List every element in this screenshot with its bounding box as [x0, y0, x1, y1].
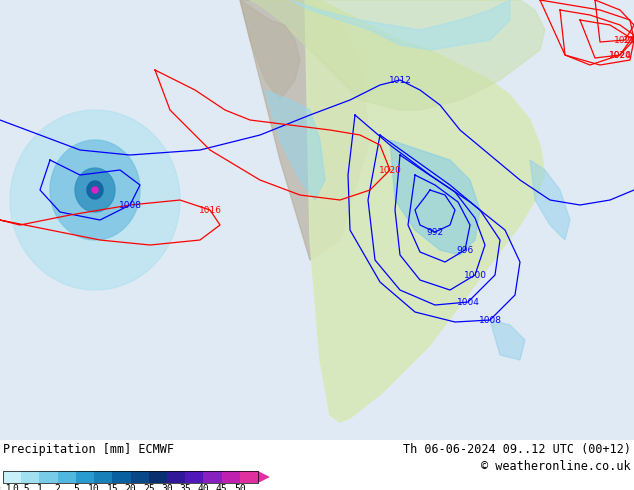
Polygon shape — [250, 0, 545, 110]
Text: 1028: 1028 — [614, 35, 634, 45]
Polygon shape — [390, 140, 480, 255]
Bar — [3, 471, 258, 483]
Text: 996: 996 — [456, 245, 474, 254]
Bar — [3, 471, 21, 483]
Text: 0.1: 0.1 — [0, 484, 12, 490]
Bar — [94, 471, 112, 483]
Bar — [39, 471, 58, 483]
Text: 1012: 1012 — [389, 75, 411, 84]
Text: 1008: 1008 — [479, 316, 501, 324]
Text: 50: 50 — [234, 484, 245, 490]
Polygon shape — [258, 471, 270, 483]
Polygon shape — [10, 110, 180, 290]
Bar — [131, 471, 149, 483]
Text: 5: 5 — [73, 484, 79, 490]
Polygon shape — [240, 0, 300, 100]
Polygon shape — [92, 187, 98, 193]
Polygon shape — [305, 0, 545, 422]
Text: © weatheronline.co.uk: © weatheronline.co.uk — [481, 460, 631, 473]
Bar — [58, 471, 76, 483]
Text: 1004: 1004 — [456, 297, 479, 307]
Polygon shape — [490, 320, 525, 360]
Text: Precipitation [mm] ECMWF: Precipitation [mm] ECMWF — [3, 443, 174, 456]
Text: 30: 30 — [161, 484, 173, 490]
Polygon shape — [530, 160, 570, 240]
Text: Th 06-06-2024 09..12 UTC (00+12): Th 06-06-2024 09..12 UTC (00+12) — [403, 443, 631, 456]
Polygon shape — [87, 181, 103, 199]
Bar — [149, 471, 167, 483]
Text: 35: 35 — [179, 484, 191, 490]
Bar — [112, 471, 131, 483]
Text: 10: 10 — [88, 484, 100, 490]
Polygon shape — [50, 140, 140, 240]
Bar — [76, 471, 94, 483]
Text: 1008: 1008 — [119, 200, 141, 210]
Bar — [240, 471, 258, 483]
Text: 25: 25 — [143, 484, 155, 490]
Bar — [221, 471, 240, 483]
Bar — [185, 471, 204, 483]
Text: 40: 40 — [197, 484, 209, 490]
Text: 1: 1 — [37, 484, 42, 490]
Text: 1016: 1016 — [198, 205, 221, 215]
Text: 1024: 1024 — [609, 50, 631, 59]
Text: 1016: 1016 — [623, 35, 634, 45]
Polygon shape — [75, 168, 115, 212]
Text: 1020: 1020 — [378, 166, 401, 174]
Text: 1020: 1020 — [609, 50, 631, 59]
Bar — [167, 471, 185, 483]
Text: 20: 20 — [125, 484, 136, 490]
Text: 2: 2 — [55, 484, 61, 490]
Text: 992: 992 — [427, 227, 444, 237]
Text: 15: 15 — [107, 484, 118, 490]
Text: 1000: 1000 — [463, 270, 486, 279]
Text: 0.5: 0.5 — [13, 484, 30, 490]
Text: 45: 45 — [216, 484, 228, 490]
Polygon shape — [265, 90, 325, 200]
Bar — [21, 471, 39, 483]
Bar — [204, 471, 221, 483]
Polygon shape — [290, 0, 510, 50]
Polygon shape — [240, 0, 370, 260]
